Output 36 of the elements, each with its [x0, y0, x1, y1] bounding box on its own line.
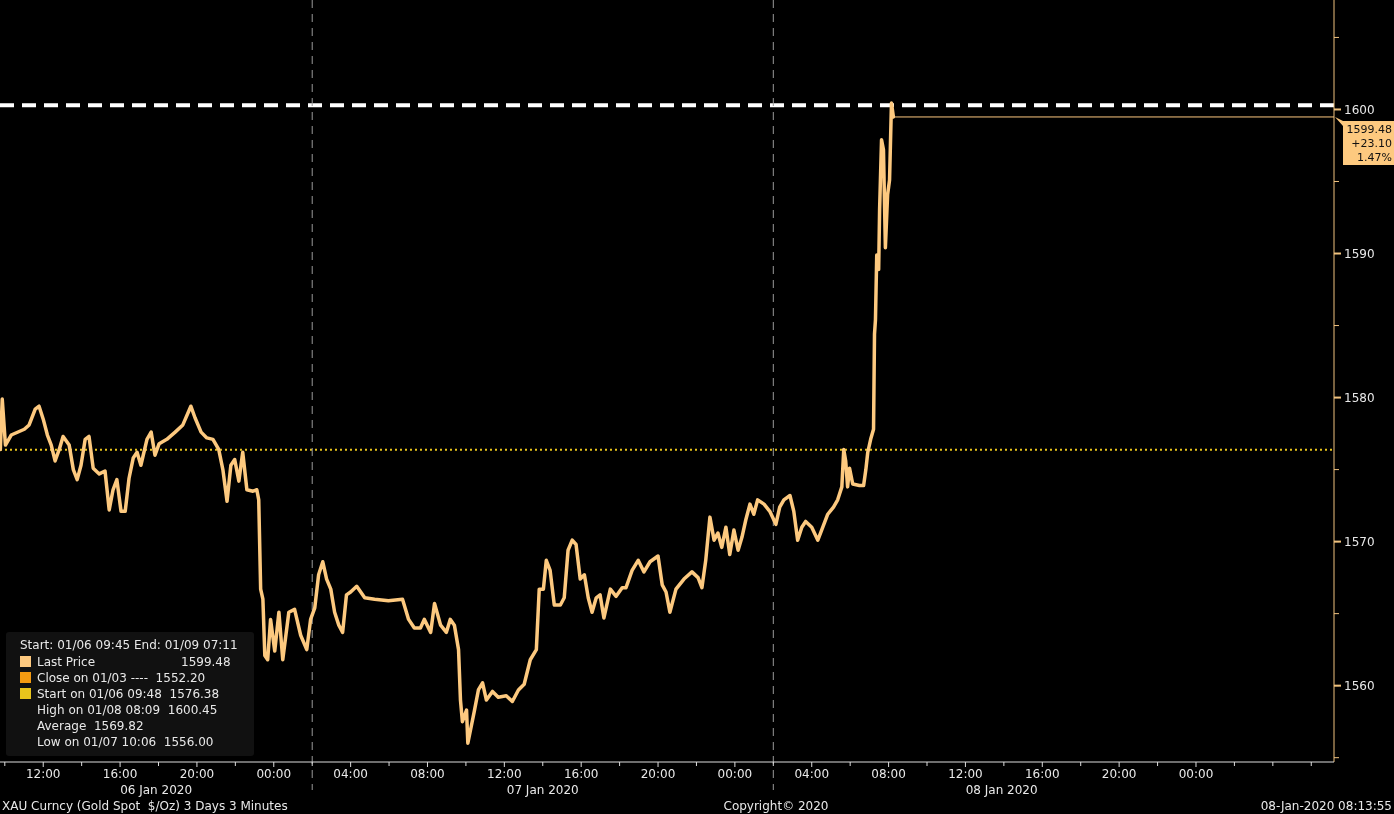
x-tick-label: 16:00: [102, 767, 138, 781]
x-tick-label: 16:00: [1024, 767, 1060, 781]
x-tick-label: 08:00: [871, 767, 906, 781]
x-tick-label: 12:00: [25, 767, 61, 781]
x-tick-label: 16:00: [563, 767, 599, 781]
x-tick-label: 04:00: [794, 767, 830, 781]
annotation: 1599.48 +23.10 1.47%: [1346, 122, 1392, 164]
y-tick-label: 1570: [1344, 534, 1375, 549]
y-tick-label: 1600: [1344, 102, 1375, 117]
legend-label: Last Price: [37, 655, 96, 669]
annotation: Start on 01/06 09:48 1576.38: [37, 687, 220, 701]
annotation: High on 01/08 08:09 1600.45: [37, 703, 218, 717]
annotation: Low on 01/07 10:06 1556.00: [37, 735, 214, 749]
text: 07 Jan 2020: [506, 783, 579, 797]
x-tick-label: 20:00: [179, 767, 215, 781]
y-tick-label: 1580: [1344, 390, 1375, 405]
y-tick-label: 1590: [1344, 246, 1375, 261]
x-tick-label: 00:00: [1178, 767, 1214, 781]
legend-title: Start: 01/06 09:45 End: 01/09 07:11: [20, 638, 238, 652]
x-tick-label: 20:00: [1101, 767, 1137, 781]
x-tick-label: 12:00: [948, 767, 983, 781]
text: 08-Jan-2020 08:13:55: [1260, 799, 1392, 813]
y-tick-label: 1560: [1344, 678, 1375, 693]
x-tick-label: 20:00: [640, 767, 676, 781]
x-tick-label: 12:00: [487, 767, 522, 781]
annotation: Close on 01/03 ---- 1552.20: [37, 671, 206, 685]
x-tick-label: 04:00: [333, 767, 368, 781]
text: 08 Jan 2020: [965, 783, 1038, 797]
x-tick-label: 08:00: [410, 767, 445, 781]
text: XAU Curncy (Gold Spot $/Oz) 3 Days 3 Minutes: [2, 799, 288, 813]
x-tick-label: 00:00: [256, 767, 292, 781]
annotation: Average 1569.82: [37, 719, 144, 733]
text: 06 Jan 2020: [120, 783, 193, 797]
x-tick-label: 00:00: [717, 767, 753, 781]
annotation: 1599.48: [181, 655, 231, 669]
text: Copyright© 2020: [723, 799, 829, 813]
